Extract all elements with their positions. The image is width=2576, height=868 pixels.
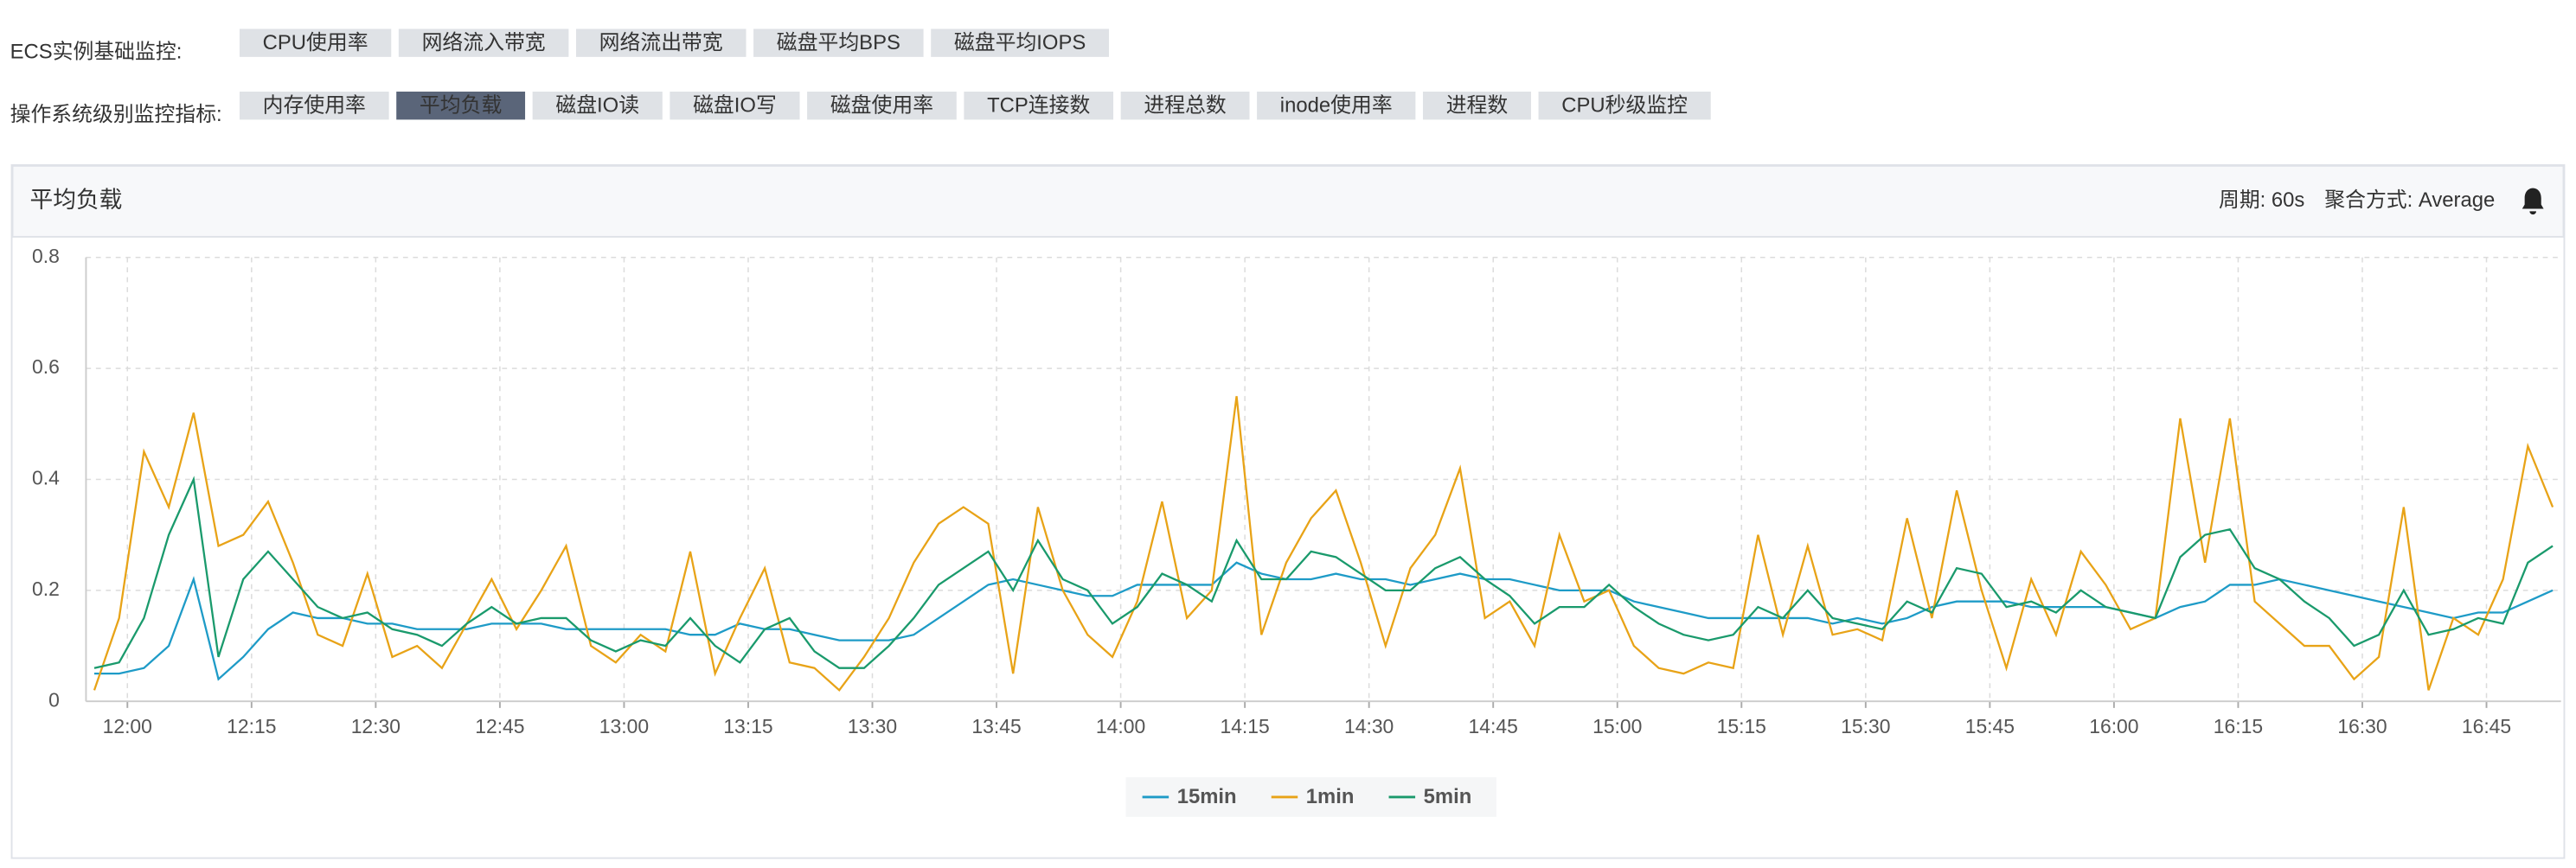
series-line: [93, 475, 2554, 669]
x-tick-label: 13:45: [971, 715, 1021, 737]
tab[interactable]: [239, 29, 392, 57]
x-tick-label: 15:45: [1965, 715, 2015, 737]
tab-label[interactable]: 磁盘平均IOPS: [954, 31, 1086, 54]
legend-box: [1125, 777, 1496, 817]
tab-label[interactable]: 磁盘使用率: [830, 93, 933, 117]
tab-label[interactable]: CPU使用率: [263, 31, 368, 54]
panel: [10, 163, 2566, 859]
tab[interactable]: [670, 91, 800, 120]
x-tick-label: 14:45: [1469, 715, 1518, 737]
y-tick-label: 0.8: [32, 245, 60, 267]
tab[interactable]: [239, 91, 389, 120]
panel-title: 平均负载: [30, 187, 123, 213]
tab-label[interactable]: 内存使用率: [263, 93, 366, 117]
tab-label[interactable]: TCP连接数: [987, 93, 1090, 117]
tab-label[interactable]: 磁盘IO写: [693, 93, 777, 117]
x-tick-label: 15:30: [1841, 715, 1890, 737]
x-tick-label: 14:30: [1344, 715, 1394, 737]
tab-label[interactable]: 磁盘平均BPS: [777, 31, 900, 54]
x-tick-label: 13:30: [848, 715, 897, 737]
tab-label[interactable]: 网络流出带宽: [599, 31, 723, 54]
x-tick-label: 12:30: [351, 715, 400, 737]
x-tick-label: 13:15: [723, 715, 772, 737]
tab[interactable]: [1422, 91, 1531, 120]
y-tick-label: 0.2: [32, 578, 60, 600]
x-tick-label: 14:15: [1220, 715, 1269, 737]
tab[interactable]: [1257, 91, 1416, 120]
x-tick-label: 16:15: [2214, 715, 2263, 737]
tab[interactable]: [575, 29, 747, 57]
y-tick-label: 0.4: [32, 467, 60, 489]
toolbar: ECS实例基础监控: CPU使用率 网络流入带宽 网络流出带宽 磁盘平均BPS 磁盘平均I…: [10, 29, 1711, 126]
x-tick-label: 16:30: [2337, 715, 2387, 737]
x-tick-label: 16:45: [2462, 715, 2511, 737]
tab-label[interactable]: 网络流入带宽: [422, 31, 546, 54]
alarm-bell[interactable]: [2522, 188, 2544, 215]
tab[interactable]: [398, 29, 569, 57]
x-tick-label: 16:00: [2089, 715, 2138, 737]
tab-label[interactable]: 平均负载: [420, 93, 502, 117]
series-line: [93, 396, 2554, 692]
legend-label[interactable]: 1min: [1306, 785, 1355, 808]
x-tick-label: 12:00: [103, 715, 152, 737]
legend-label[interactable]: 15min: [1177, 785, 1237, 808]
x-tick-label: 12:45: [475, 715, 524, 737]
period: 周期: 60s: [2219, 188, 2304, 212]
tab-label[interactable]: 进程数: [1446, 93, 1509, 117]
tab[interactable]: [1120, 91, 1250, 120]
panel-header: [11, 164, 2565, 238]
y-tick-label: 0.6: [32, 355, 60, 378]
chart: 0 0.2 0.4 0.6 0.8 12:00 12:15 12:30 12:45 13:00 13…: [32, 245, 2561, 817]
tab-label[interactable]: 进程总数: [1144, 93, 1227, 117]
tab[interactable]: [964, 91, 1114, 120]
tab-label[interactable]: CPU秒级监控: [1561, 93, 1688, 117]
tab[interactable]: [396, 91, 526, 120]
tab[interactable]: [1538, 91, 1711, 120]
x-tick-label: 14:00: [1096, 715, 1145, 737]
row-label: ECS实例基础监控:: [10, 40, 183, 63]
x-tick-label: 15:00: [1592, 715, 1642, 737]
tab[interactable]: [532, 91, 663, 120]
tab[interactable]: [807, 91, 957, 120]
tab[interactable]: [931, 29, 1110, 57]
x-tick-label: 12:15: [227, 715, 276, 737]
x-tick-label: 13:00: [599, 715, 649, 737]
y-tick-label: 0: [48, 688, 60, 711]
x-tick-label: 15:15: [1717, 715, 1766, 737]
tab[interactable]: [753, 29, 924, 57]
legend-label[interactable]: 5min: [1424, 785, 1472, 808]
tab-label[interactable]: 磁盘IO读: [555, 93, 639, 117]
row-label: 操作系统级别监控指标:: [10, 103, 222, 126]
tab-label[interactable]: inode使用率: [1280, 93, 1393, 117]
aggregation: 聚合方式: Average: [2324, 188, 2495, 212]
